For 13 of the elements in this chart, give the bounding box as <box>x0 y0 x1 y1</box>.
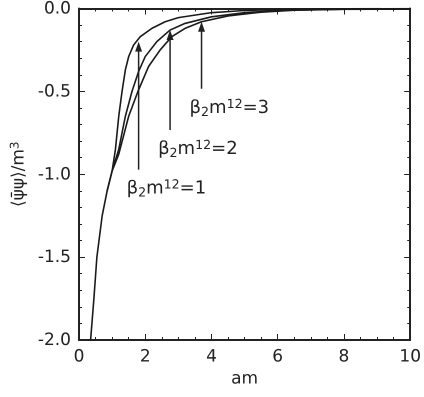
x-tick-label: 0 <box>74 346 84 366</box>
x-tick-label: 2 <box>140 346 151 366</box>
y-tick-label: -0.5 <box>38 81 71 102</box>
x-tick-label: 8 <box>338 346 350 366</box>
x-tick-label: 6 <box>272 346 284 366</box>
y-tick-label: 0.0 <box>44 0 71 18</box>
y-tick-label: -1.5 <box>38 247 71 268</box>
x-tick-label: 10 <box>399 346 422 366</box>
y-axis-title: ⟨ψ̄ψ⟩/m3 <box>8 141 28 208</box>
y-tick-label: -2.0 <box>38 330 71 350</box>
y-tick-label: -1.0 <box>38 164 71 184</box>
x-axis-title: am <box>231 368 258 388</box>
x-tick-label: 4 <box>206 346 217 366</box>
